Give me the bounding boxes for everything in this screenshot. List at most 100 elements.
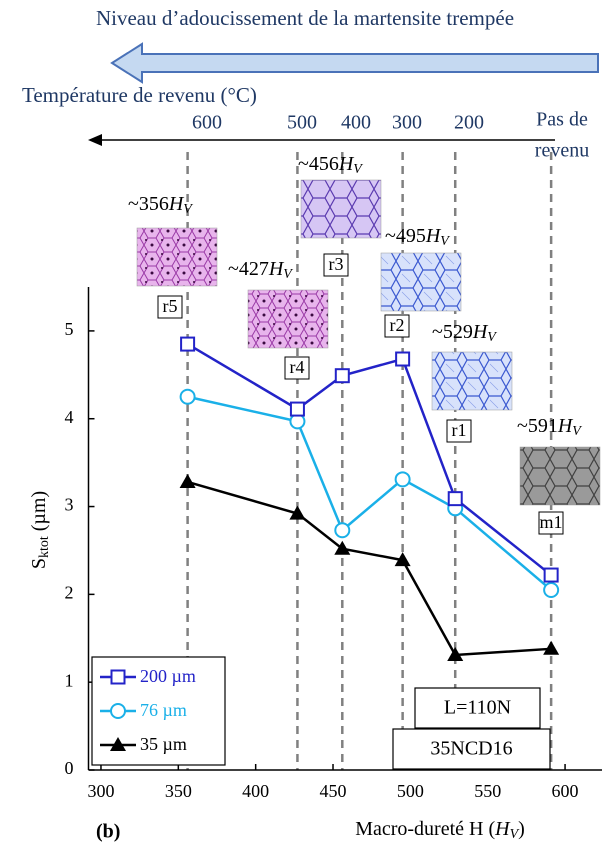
legend-label: 200 µm [140,666,196,686]
hardness-value: ~456 [298,153,339,175]
marker [334,368,350,384]
hardness-unit: H [557,415,574,437]
sample-box [323,253,349,277]
sample-box [538,511,564,535]
y-label-sub: ktot [37,536,52,558]
sample-box [384,314,410,338]
y-axis-label: Sktot (µm) [28,491,53,569]
hardness-unit-sub: V [183,202,193,217]
top-tick-label: 600 [192,112,222,134]
series-line [187,480,552,657]
micrograph [247,289,329,349]
x-label-unit: H [494,818,511,840]
marker [289,505,306,520]
x-label-close: ) [518,818,525,840]
hardness-unit-sub: V [487,330,497,345]
hardness-unit-sub: V [572,424,582,439]
x-tick-label: 350 [165,781,192,801]
hardness-unit: H [338,153,355,175]
top-tick-label: 200 [454,112,484,134]
legend-label: 35 µm [140,734,187,754]
banner-arrow [110,42,599,84]
hardness-label: ~456HV [298,153,363,178]
y-tick-label: 5 [65,319,74,339]
top-arrow-head [88,134,102,146]
hardness-unit: H [472,321,489,343]
sample-label: r5 [163,296,178,316]
top-end-label: Pas de [536,109,588,131]
x-tick-label: 450 [320,781,347,801]
marker [334,522,351,539]
y-tick-label: 2 [65,582,74,602]
x-tick-label: 500 [397,781,424,801]
hardness-value: ~529 [432,321,473,343]
info-text: 35NCD16 [430,738,512,760]
hardness-unit-sub: V [283,267,293,282]
sample-label: r3 [329,254,344,274]
micrograph [431,351,513,411]
micrograph [136,227,218,287]
series-line [187,395,552,591]
marker [179,473,196,488]
y-label-main: S [28,558,50,569]
marker [180,336,196,352]
sample-box [157,295,183,319]
sample-label: r4 [290,357,305,377]
series-line [186,343,552,577]
marker [543,640,560,655]
sample-box [446,419,472,443]
sample-box [284,356,310,380]
x-axis-label: Macro-dureté H (HV) [355,818,525,843]
marker [543,567,559,583]
info-text: L=110N [444,697,511,719]
marker [543,581,560,598]
sample-label: m1 [539,512,562,532]
y-tick-label: 3 [65,495,74,515]
top-end-label: revenu [535,140,589,162]
x-tick-label: 550 [474,781,501,801]
top-tick-label: 300 [392,112,422,134]
hardness-value: ~427 [228,258,269,280]
marker [394,552,411,567]
marker [394,471,411,488]
y-tick-label: 1 [65,670,74,690]
marker [447,491,463,507]
micrograph [300,179,382,239]
hardness-label: ~591HV [517,415,582,440]
sample-label: r2 [390,315,405,335]
x-tick-label: 400 [242,781,269,801]
panel-label: (b) [96,821,120,843]
top-tick-label: 400 [341,112,371,134]
top-axis-title: Température de revenu (°C) [22,83,257,107]
micrograph [519,446,601,506]
info-box [392,728,551,770]
hardness-value: ~495 [385,225,426,247]
hardness-unit: H [168,193,185,215]
hardness-unit-sub: V [353,162,363,177]
marker [179,388,196,405]
hardness-label: ~495HV [385,225,450,250]
hardness-unit: H [268,258,285,280]
marker [289,401,305,417]
hardness-label: ~356HV [128,193,193,218]
y-tick-label: 4 [65,407,74,427]
hardness-value: ~356 [128,193,169,215]
legend-marker [110,703,126,719]
x-tick-label: 300 [87,781,114,801]
hardness-unit-sub: V [440,234,450,249]
top-tick-label: 500 [287,112,317,134]
marker [395,351,411,367]
marker [334,540,351,555]
x-tick-label: 600 [552,781,579,801]
x-label-text: Macro-dureté H ( [355,818,495,840]
micrograph [380,252,462,312]
legend-label: 76 µm [140,700,187,720]
banner-text: Niveau d’adoucissement de la martensite … [96,6,514,30]
hardness-value: ~591 [517,415,558,437]
hardness-label: ~427HV [228,258,293,283]
hardness-label: ~529HV [432,321,497,346]
y-label-unit: (µm) [28,491,50,536]
legend-marker [110,669,126,685]
y-tick-label: 0 [65,758,74,778]
